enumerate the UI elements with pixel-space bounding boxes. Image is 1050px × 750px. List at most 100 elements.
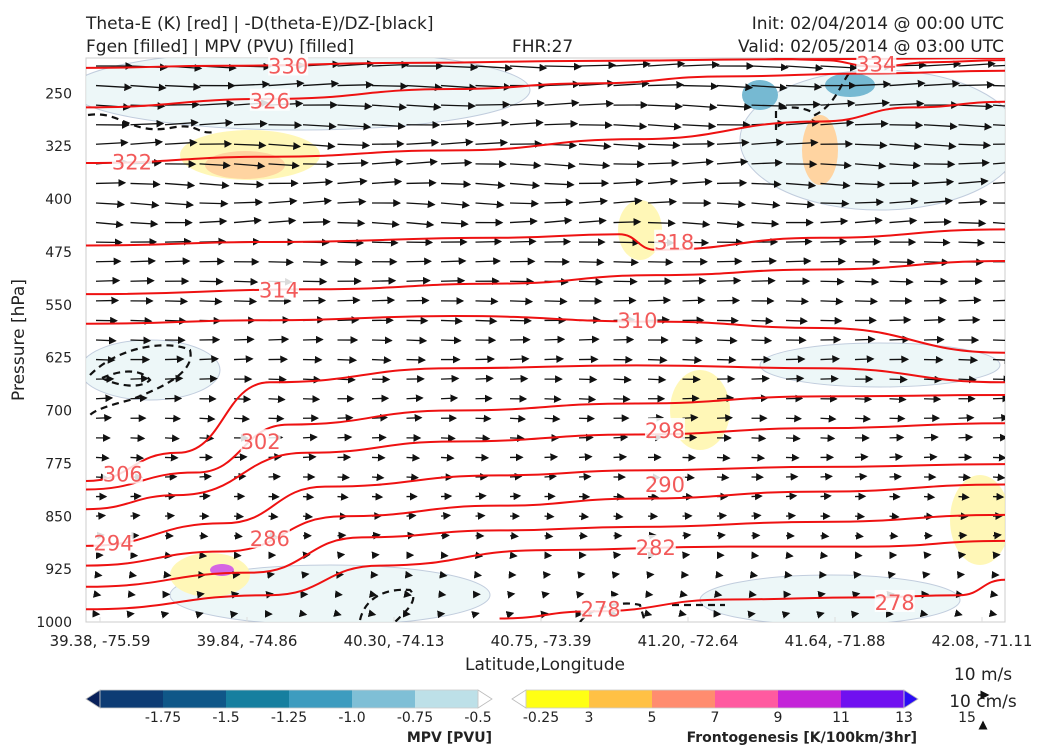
wind-vector xyxy=(509,237,537,246)
wind-vector xyxy=(820,99,856,108)
wind-vector xyxy=(751,180,782,189)
wind-vector xyxy=(923,395,942,403)
wind-vector xyxy=(958,492,970,501)
wind-vector xyxy=(95,276,121,285)
contour-label-bg xyxy=(617,307,658,330)
wind-vector xyxy=(509,181,541,190)
theta-e-label: 282 xyxy=(636,536,676,560)
wind-vector xyxy=(647,102,683,111)
wind-vector xyxy=(923,453,938,462)
colorbar-segment xyxy=(778,690,842,708)
wind-vector xyxy=(682,103,718,111)
wind-vector xyxy=(958,375,977,384)
dtheta-dz-contour xyxy=(87,113,216,134)
wind-vector xyxy=(371,413,389,422)
wind-vector xyxy=(233,453,248,462)
x-tick-label: 40.30, -74.13 xyxy=(344,632,445,650)
wind-vector xyxy=(475,118,510,127)
theta-e-label: 314 xyxy=(259,279,299,303)
wind-vector xyxy=(647,177,679,186)
wind-vector xyxy=(268,512,279,521)
wind-vector xyxy=(302,197,333,206)
y-tick-label: 925 xyxy=(45,562,72,578)
wind-vector xyxy=(613,512,624,521)
wind-vector xyxy=(440,512,452,520)
colorbar-tick-label: 11 xyxy=(832,710,850,726)
wind-vector xyxy=(716,138,750,147)
colorbar-segment xyxy=(652,690,716,708)
wind-vector xyxy=(337,296,361,305)
wind-vector xyxy=(716,200,747,209)
wind-vector xyxy=(475,64,513,72)
wind-vector xyxy=(682,531,692,540)
wind-vector xyxy=(440,394,459,403)
wind-vector xyxy=(337,159,369,167)
wind-vector xyxy=(716,414,734,422)
wind-vector xyxy=(889,531,899,540)
colorbar-tick-label: -1.75 xyxy=(145,710,181,726)
wind-vector xyxy=(475,512,486,520)
wind-vector xyxy=(130,492,142,501)
wind-vector xyxy=(716,276,742,285)
wind-vector xyxy=(337,316,360,324)
wind-vector xyxy=(199,161,231,170)
init-time: Init: 02/04/2014 @ 00:00 UTC xyxy=(751,14,1004,34)
wind-vector xyxy=(682,60,720,69)
wind-vector xyxy=(509,119,544,127)
wind-vector xyxy=(578,395,597,404)
x-tick-label: 42.08, -71.11 xyxy=(932,632,1033,650)
wind-vector xyxy=(301,571,310,579)
wind-vector xyxy=(268,79,305,88)
wind-vector xyxy=(578,197,609,206)
wind-vector xyxy=(164,181,196,189)
wind-vector xyxy=(440,83,478,92)
x-tick-label: 41.20, -72.64 xyxy=(638,632,739,650)
wind-vector xyxy=(302,258,329,267)
fgen-region xyxy=(802,115,838,185)
wind-vector xyxy=(544,62,582,71)
wind-vector xyxy=(785,434,801,443)
wind-vector xyxy=(647,356,668,364)
wind-vector xyxy=(785,100,821,109)
wind-vector xyxy=(544,237,572,246)
wind-vector xyxy=(544,531,554,540)
wind-vector xyxy=(889,258,915,267)
wind-vector xyxy=(371,220,400,229)
mpv-region xyxy=(739,69,1005,211)
wind-vector xyxy=(268,161,300,170)
wind-vector xyxy=(613,218,642,226)
colorbar-segment xyxy=(526,690,590,708)
wind-vector xyxy=(613,453,628,462)
wind-vector xyxy=(992,551,1001,560)
wind-vector xyxy=(647,122,682,131)
wind-vector xyxy=(820,492,832,501)
wind-vector xyxy=(682,296,706,305)
wind-vector xyxy=(820,531,830,540)
wind-vector xyxy=(507,590,516,599)
wind-vector xyxy=(678,609,687,618)
wind-vector xyxy=(820,472,833,481)
x-tick-label: 39.38, -75.59 xyxy=(50,632,151,650)
wind-vector xyxy=(751,102,787,110)
theta-e-contour xyxy=(86,228,1005,251)
contour-label-bg xyxy=(258,277,299,300)
wind-vector xyxy=(923,218,952,226)
dtheta-dz-contour xyxy=(358,588,415,622)
theta-e-labels: 330 334 326 322 318 314 310 306 302 298 294 290 286 2… xyxy=(94,51,915,621)
wind-vector xyxy=(337,122,372,131)
wind-vector xyxy=(475,355,496,364)
wind-vector xyxy=(716,512,728,520)
wind-vector xyxy=(406,220,435,229)
wind-vector xyxy=(475,374,494,383)
wind-vector xyxy=(613,551,622,560)
wind-vector xyxy=(337,141,371,150)
wind-vector xyxy=(268,197,298,206)
wind-vector xyxy=(578,277,604,286)
wind-vector xyxy=(164,82,202,91)
wind-vector xyxy=(164,374,184,383)
wind-vector xyxy=(889,375,908,384)
title-line-2: Fgen [filled] | MPV (PVU) [filled] xyxy=(86,37,355,57)
colorbar-segment xyxy=(415,690,479,708)
contour-label-bg xyxy=(111,149,152,172)
wind-vector xyxy=(406,453,421,462)
